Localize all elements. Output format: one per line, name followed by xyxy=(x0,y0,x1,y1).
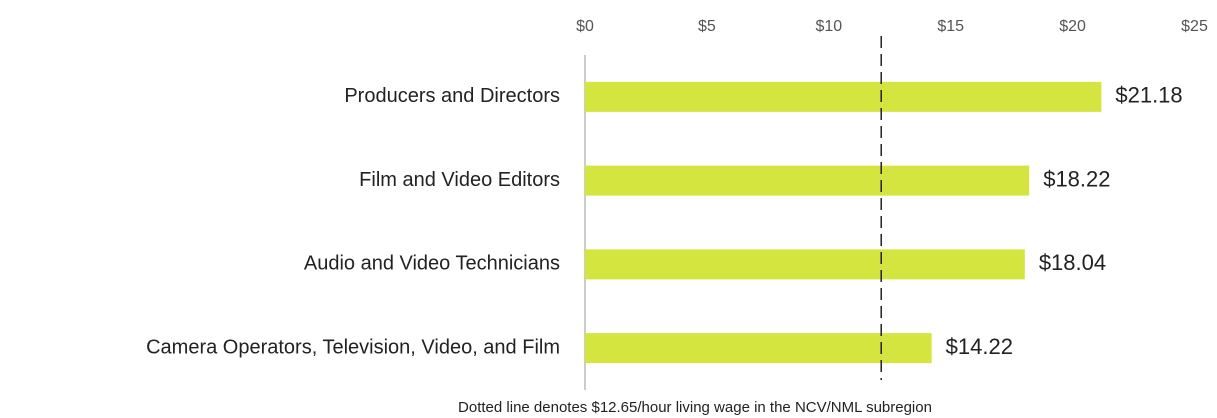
x-tick-label: $10 xyxy=(815,18,842,35)
category-label: Film and Video Editors xyxy=(359,169,560,191)
value-label: $14.22 xyxy=(946,334,1013,359)
x-tick-label: $0 xyxy=(576,18,594,35)
x-tick-label: $5 xyxy=(698,18,716,35)
bar xyxy=(585,165,1030,196)
value-label: $21.18 xyxy=(1115,83,1182,108)
x-tick-label: $25 xyxy=(1181,18,1208,35)
bar xyxy=(585,81,1102,112)
bar xyxy=(585,249,1025,280)
category-label: Producers and Directors xyxy=(344,85,560,107)
category-label: Audio and Video Technicians xyxy=(304,253,560,275)
x-tick-label: $15 xyxy=(937,18,964,35)
category-label: Camera Operators, Television, Video, and… xyxy=(146,336,560,358)
value-label: $18.22 xyxy=(1043,166,1110,191)
value-label: $18.04 xyxy=(1039,250,1106,275)
bar xyxy=(585,333,932,364)
annotation: Dotted line denotes $12.65/hour living w… xyxy=(458,399,932,416)
x-tick-label: $20 xyxy=(1059,18,1086,35)
